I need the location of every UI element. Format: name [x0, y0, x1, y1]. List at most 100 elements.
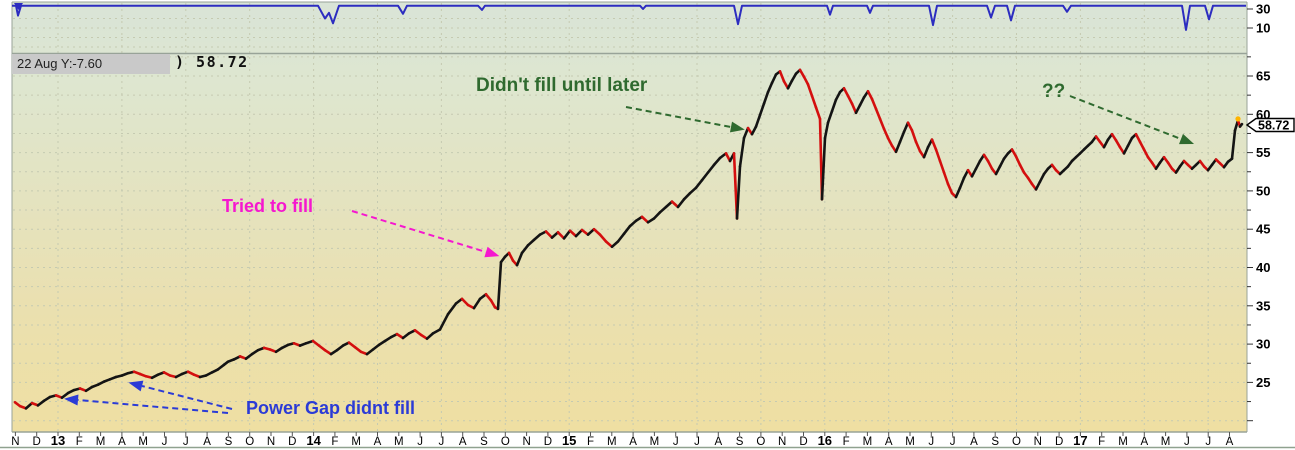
x-axis-month-label: A [629, 436, 637, 448]
x-axis-month-label: D [544, 436, 552, 448]
x-axis-year-label: 13 [51, 433, 65, 448]
price-segment [1138, 140, 1146, 151]
annotation-arrow-line [141, 385, 233, 410]
header-date-value-box: 22 Aug Y:-7.60 [12, 54, 170, 74]
price-segment [750, 125, 758, 136]
y-axis-label: 65 [1256, 69, 1270, 84]
x-axis-month-label: F [76, 436, 83, 448]
annotation-arrow-head [64, 394, 79, 406]
annotation-texts: Didn't fill until later ?? Tried to fill… [222, 75, 1065, 418]
price-segment [1230, 129, 1237, 160]
price-segment [1018, 163, 1026, 174]
annotation-arrow-head [729, 121, 745, 133]
y-axis-label: 25 [1256, 375, 1270, 390]
price-segment [706, 163, 716, 174]
x-axis-month-label: J [928, 436, 934, 448]
x-axis-month-label: F [587, 436, 594, 448]
x-axis-month-label: J [417, 436, 423, 448]
price-segment [735, 165, 742, 220]
price-segment [1134, 132, 1142, 144]
price-segment [846, 94, 854, 105]
x-axis-month-label: N [778, 436, 786, 448]
price-segment [586, 227, 596, 236]
price-callout: 58.72 [1245, 117, 1295, 133]
annotation-arrow-head [128, 380, 144, 392]
x-axis-month-label: J [1184, 436, 1190, 448]
price-segment [640, 215, 650, 224]
price-segment [622, 224, 632, 236]
price-segment [870, 97, 878, 111]
price-segment [910, 129, 918, 144]
x-axis-month-label: N [522, 436, 530, 448]
x-axis-month-label: M [96, 436, 106, 448]
x-axis-month-label: A [203, 436, 211, 448]
price-segment [986, 159, 994, 170]
price-segment [810, 94, 818, 109]
price-segment [886, 136, 894, 147]
price-segment [592, 227, 602, 236]
gap-indicator-line [12, 4, 1246, 31]
price-segment [1238, 122, 1244, 128]
price-segment [550, 231, 560, 239]
price-segment [998, 157, 1006, 168]
price-segment [532, 233, 542, 242]
x-axis-month-label: N [11, 436, 19, 448]
price-segment [425, 332, 435, 341]
price-segment [1014, 155, 1022, 167]
indicator-start-marker-icon [14, 3, 23, 10]
price-segment [694, 178, 704, 190]
price-segment [806, 83, 814, 98]
price-segment [598, 233, 608, 243]
x-axis-month-label: M [1161, 436, 1171, 448]
x-axis-month-label: J [162, 436, 168, 448]
x-axis-month-label: S [480, 436, 488, 448]
y-axis-label: 30 [1256, 337, 1270, 352]
price-callout-value: 58.72 [1258, 119, 1289, 133]
price-segment [882, 127, 890, 140]
x-axis-month-label: S [991, 436, 999, 448]
annotation-arrow-head [484, 246, 500, 258]
x-axis-month-label: O [501, 436, 510, 448]
x-axis-month-label: O [1012, 436, 1021, 448]
price-segment [616, 232, 626, 243]
price-segment [770, 73, 778, 85]
price-segment [1010, 148, 1018, 158]
price-segment [489, 299, 497, 309]
price-segment [712, 156, 722, 167]
x-axis-month-label: D [799, 436, 807, 448]
price-segment [574, 228, 584, 238]
x-axis-month-label: A [714, 436, 722, 448]
price-segment [1142, 148, 1150, 159]
annotation-arrows [64, 95, 1195, 414]
price-segment [738, 136, 746, 168]
price-segment [688, 186, 698, 195]
price-segment [700, 171, 710, 182]
x-axis-month-label: D [33, 436, 41, 448]
price-segment [526, 238, 536, 247]
y-axis-label: 40 [1256, 260, 1270, 275]
price-segment [556, 231, 566, 240]
x-axis-year-label: 14 [306, 433, 321, 448]
price-segment [676, 198, 686, 209]
annotation-arrow-head [1179, 133, 1195, 145]
x-axis-month-label: M [607, 436, 617, 448]
x-axis-month-label: A [1226, 436, 1234, 448]
x-axis-month-label: F [331, 436, 338, 448]
x-axis-month-label: N [1034, 436, 1042, 448]
price-callout-shape [1245, 117, 1295, 133]
price-segment [1034, 180, 1042, 191]
x-axis-month-label: O [756, 436, 765, 448]
x-axis-month-label: M [351, 436, 361, 448]
annotation-arrow-line [625, 106, 732, 128]
price-segment [906, 121, 914, 132]
x-axis-year-label: 15 [562, 433, 576, 448]
last-point-dot [1235, 116, 1241, 122]
price-segment [830, 98, 838, 113]
indicator-polyline [12, 4, 1246, 31]
x-axis-month-label: A [459, 436, 467, 448]
y-axis-label: 50 [1256, 183, 1270, 198]
price-segment [898, 130, 906, 144]
price-segment [24, 401, 34, 410]
price-segment [914, 140, 922, 153]
